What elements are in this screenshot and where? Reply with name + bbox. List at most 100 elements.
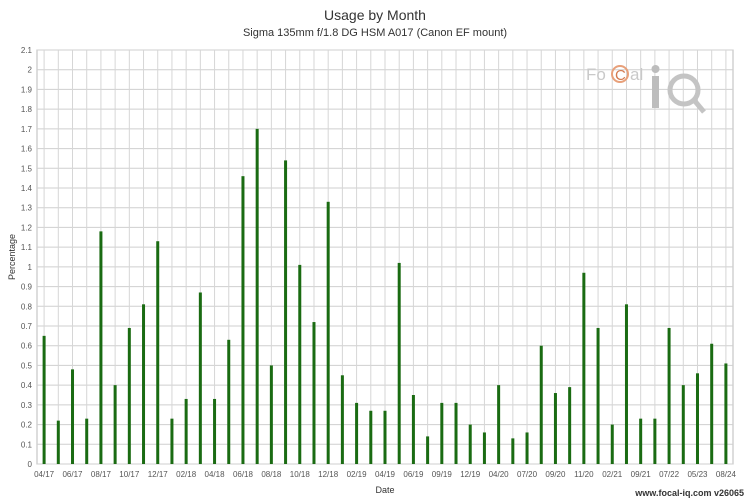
y-tick-label: 1 xyxy=(28,263,33,272)
x-tick-label: 04/18 xyxy=(205,470,226,479)
x-tick-label: 04/20 xyxy=(489,470,510,479)
x-tick-label: 05/23 xyxy=(687,470,708,479)
bar-09-18 xyxy=(284,160,288,464)
bar-09-17 xyxy=(113,385,117,464)
bar-06-17 xyxy=(71,369,75,464)
bar-08-17 xyxy=(99,231,103,464)
bar-04-19 xyxy=(383,410,387,464)
bar-09-21 xyxy=(639,418,643,464)
x-axis-ticks: 04/17 06/17 08/17 10/17 12/17 02/18 04/18 06/18… xyxy=(34,470,736,479)
bar-11-18 xyxy=(312,322,316,464)
svg-text:C: C xyxy=(615,67,626,84)
bar-12-20 xyxy=(596,327,600,464)
bar-12-17 xyxy=(156,241,160,464)
y-tick-label: 2 xyxy=(28,66,33,75)
y-tick-label: 1.9 xyxy=(21,85,33,94)
y-axis-ticks: 0 0.1 0.2 0.3 0.4 0.5 0.6 0.7 0.8 0.9 1 1.1 1.2 1.3 1.… xyxy=(21,46,33,469)
bar-10-19 xyxy=(454,402,458,464)
bar-05-23 xyxy=(695,373,699,464)
bar-04-20 xyxy=(497,385,501,464)
bar-11-20 xyxy=(582,272,586,464)
x-tick-label: 12/17 xyxy=(148,470,169,479)
bar-09-20 xyxy=(553,393,557,464)
bar-03-18 xyxy=(198,292,202,464)
x-tick-label: 08/18 xyxy=(261,470,282,479)
bar-03-21 xyxy=(624,304,628,464)
y-tick-label: 1.1 xyxy=(21,243,33,252)
y-tick-label: 0.1 xyxy=(21,440,33,449)
y-tick-label: 0.9 xyxy=(21,283,33,292)
x-tick-label: 06/19 xyxy=(403,470,424,479)
x-axis-label: Date xyxy=(375,485,394,495)
x-tick-label: 09/21 xyxy=(631,470,652,479)
bar-10-20 xyxy=(568,387,572,464)
y-tick-label: 0.4 xyxy=(21,381,33,390)
chart-subtitle: Sigma 135mm f/1.8 DG HSM A017 (Canon EF … xyxy=(242,27,508,39)
x-tick-label: 09/19 xyxy=(432,470,453,479)
x-tick-label: 10/18 xyxy=(290,470,311,479)
bar-08-22 xyxy=(681,385,685,464)
bar-07-17 xyxy=(85,418,89,464)
x-tick-label: 06/17 xyxy=(62,470,83,479)
x-tick-label: 04/19 xyxy=(375,470,396,479)
x-tick-label: 06/18 xyxy=(233,470,254,479)
bar-02-19 xyxy=(355,402,359,464)
y-tick-label: 1.6 xyxy=(21,145,33,154)
bar-08-24 xyxy=(724,363,728,464)
y-tick-label: 0.6 xyxy=(21,342,33,351)
svg-text:al: al xyxy=(630,65,643,84)
bar-04-18 xyxy=(213,398,217,464)
bar-10-17 xyxy=(127,327,131,464)
bar-01-18 xyxy=(170,418,174,464)
bar-07-20 xyxy=(525,432,529,464)
y-tick-label: 0.2 xyxy=(21,421,33,430)
bar-08-20 xyxy=(539,345,543,464)
bar-05-18 xyxy=(227,339,231,464)
bar-12-18 xyxy=(326,201,330,465)
bar-02-18 xyxy=(184,398,188,464)
bar-05-20 xyxy=(511,438,515,464)
y-tick-label: 1.5 xyxy=(21,164,33,173)
x-tick-label: 02/21 xyxy=(602,470,623,479)
bar-10-21 xyxy=(653,418,657,464)
x-tick-label: 08/24 xyxy=(716,470,737,479)
bar-06-18 xyxy=(241,176,245,464)
bar-04-17 xyxy=(42,335,46,464)
y-tick-label: 1.3 xyxy=(21,204,33,213)
y-tick-label: 0.3 xyxy=(21,401,33,410)
bar-09-19 xyxy=(440,402,444,464)
bar-01-19 xyxy=(340,375,344,464)
x-tick-label: 12/19 xyxy=(460,470,481,479)
bar-03-19 xyxy=(369,410,373,464)
y-tick-label: 2.1 xyxy=(21,46,33,55)
y-tick-label: 0.7 xyxy=(21,322,33,331)
bar-02-21 xyxy=(610,424,614,464)
focal-iq-logo: Fo C al xyxy=(586,65,706,114)
x-tick-label: 11/20 xyxy=(574,470,594,479)
watermark-text: www.focal-iq.com v26065 xyxy=(635,488,744,498)
bar-06-23 xyxy=(710,343,714,464)
bar-05-19 xyxy=(397,262,401,464)
bar-11-17 xyxy=(142,304,146,464)
y-tick-label: 1.2 xyxy=(21,223,33,232)
y-tick-label: 0 xyxy=(28,460,33,469)
y-tick-label: 0.5 xyxy=(21,361,33,370)
bar-07-22 xyxy=(667,327,671,464)
bars xyxy=(42,128,728,465)
x-tick-label: 07/20 xyxy=(517,470,538,479)
bar-12-19 xyxy=(468,424,472,464)
x-tick-label: 02/19 xyxy=(347,470,368,479)
bar-10-18 xyxy=(298,264,302,464)
bar-07-18 xyxy=(255,128,259,464)
x-tick-label: 10/17 xyxy=(119,470,140,479)
x-tick-label: 08/17 xyxy=(91,470,112,479)
bar-01-20 xyxy=(482,432,486,464)
y-tick-label: 0.8 xyxy=(21,302,33,311)
y-tick-label: 1.8 xyxy=(21,105,33,114)
y-axis-label: Percentage xyxy=(7,234,17,280)
bar-08-18 xyxy=(269,365,273,464)
x-tick-label: 04/17 xyxy=(34,470,55,479)
chart-title: Usage by Month xyxy=(324,7,426,23)
bar-07-19 xyxy=(426,436,430,464)
